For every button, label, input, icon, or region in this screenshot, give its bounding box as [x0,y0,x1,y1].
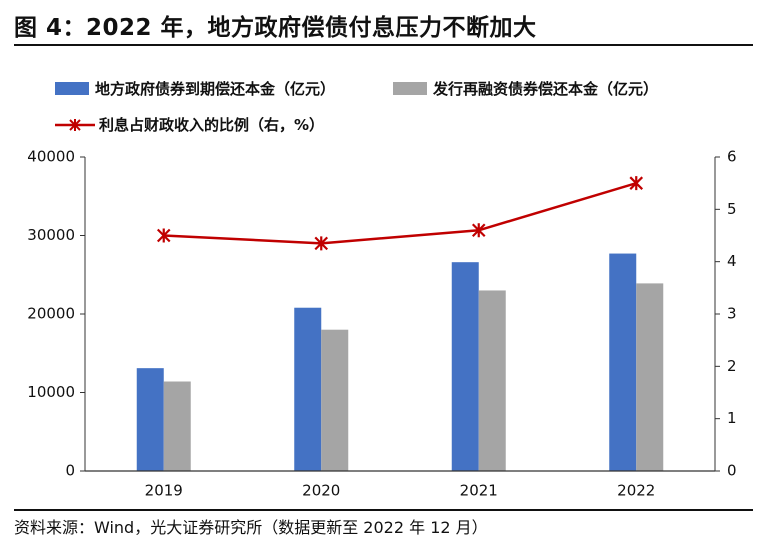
y-right-tick-label: 4 [727,252,737,270]
y-right-tick-label: 3 [727,305,737,323]
legend-label-series3: 利息占财政收入的比例（右，%） [99,116,325,134]
bar-series2 [636,283,664,471]
x-tick-label: 2019 [145,482,183,500]
legend-item-series1: 地方政府债券到期偿还本金（亿元） [55,78,335,99]
bar-series2 [321,329,349,471]
bar-series1 [451,262,479,471]
title-rule [14,44,753,46]
legend-item-series2: 发行再融资债券偿还本金（亿元） [393,78,658,99]
y-left-tick-label: 30000 [27,226,75,244]
legend-swatch-series2 [393,82,427,95]
y-right-tick-label: 5 [727,200,737,218]
y-left-tick-label: 10000 [27,383,75,401]
legend-swatch-series1 [55,82,89,95]
x-tick-label: 2021 [460,482,498,500]
line-series3 [163,181,637,245]
bar-series1 [136,368,164,471]
y-right-tick-label: 6 [727,148,737,166]
x-tick-label: 2020 [302,482,340,500]
y-left-tick-label: 0 [65,462,75,480]
y-right-tick-label: 1 [727,409,737,427]
source-note: 资料来源：Wind，光大证券研究所（数据更新至 2022 年 12 月） [14,518,488,537]
bar-series1 [609,253,637,471]
source-rule [14,509,753,511]
legend-label-series1: 地方政府债券到期偿还本金（亿元） [95,80,336,98]
x-tick-label: 2022 [617,482,655,500]
bar-series1 [294,307,322,471]
y-left-tick-label: 20000 [27,305,75,323]
bar-series2 [163,381,191,471]
chart-title: 图 4：2022 年，地方政府偿债付息压力不断加大 [14,15,537,41]
y-left-tick-label: 40000 [27,148,75,166]
line-point-series3 [314,236,329,251]
line-point-series3 [629,176,644,191]
y-right-tick-label: 0 [727,462,737,480]
bar-series2 [478,290,506,471]
legend-item-series3: 利息占财政收入的比例（右，%） [55,114,324,135]
y-right-tick-label: 2 [727,357,737,375]
line-point-series3 [156,228,171,243]
legend-label-series2: 发行再融资债券偿还本金（亿元） [433,80,659,98]
legend-swatch-series3 [55,118,95,132]
line-point-series3 [471,223,486,238]
